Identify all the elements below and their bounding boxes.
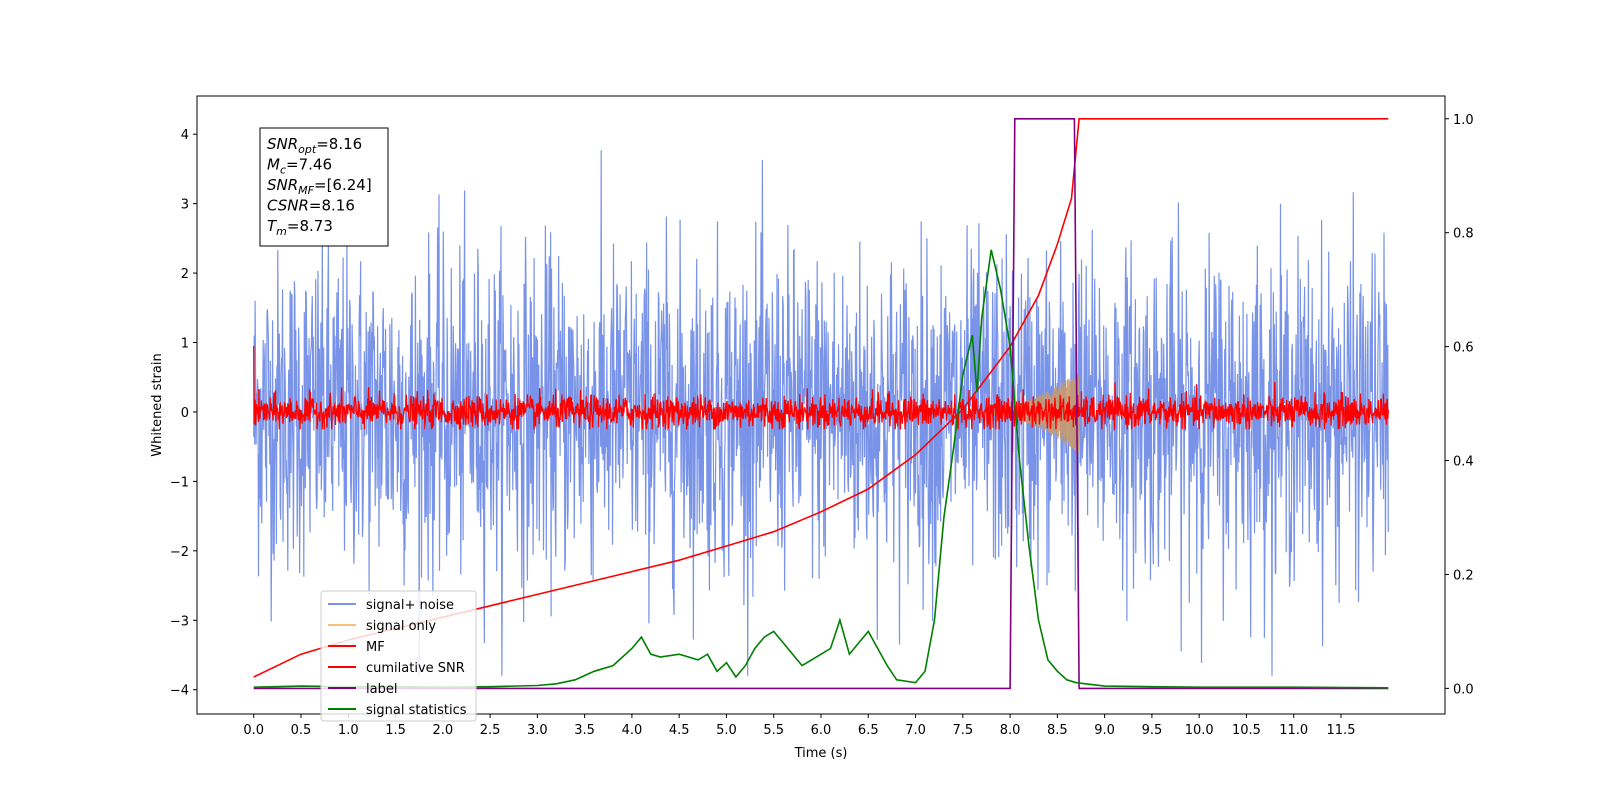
info-line: SNRopt=8.16	[267, 135, 362, 156]
series-label	[253, 118, 1389, 690]
x-tick-label: 2.5	[480, 723, 501, 738]
y-left-tick-label: −4	[170, 684, 189, 699]
legend-entry: signal+ noise	[366, 598, 454, 613]
info-symbol: SNR	[267, 176, 298, 194]
y-left-tick-label: 0	[181, 406, 189, 421]
y-left-tick-label: −2	[170, 545, 189, 560]
series-signal-noise	[253, 150, 1389, 676]
legend-entry: cumilative SNR	[366, 661, 465, 676]
y-left-tick-label: −1	[170, 475, 189, 490]
legend-entry: signal statistics	[366, 703, 467, 718]
info-box-frame	[259, 127, 389, 247]
x-tick-label: 2.0	[432, 723, 453, 738]
x-tick-label: 6.0	[811, 723, 832, 738]
x-tick-label: 10.5	[1232, 723, 1261, 738]
legend-frame	[320, 590, 477, 722]
x-tick-label: 9.0	[1094, 723, 1115, 738]
x-tick-label: 0.0	[243, 723, 264, 738]
info-subscript: opt	[298, 143, 317, 156]
y-right-tick-label: 0.8	[1453, 227, 1474, 242]
info-subscript: m	[276, 225, 287, 238]
x-tick-label: 7.0	[905, 723, 926, 738]
legend-entry: signal only	[366, 619, 436, 634]
legend-entry: label	[366, 682, 397, 697]
y-left-tick-label: 1	[181, 337, 189, 352]
x-tick-label: 8.0	[1000, 723, 1021, 738]
y-left-tick-label: 3	[181, 198, 189, 213]
info-line: SNRMF=[6.24]	[267, 176, 372, 197]
x-tick-label: 5.0	[716, 723, 737, 738]
y-axis-right: 0.0 0.2 0.4 0.6 0.8 1.0	[1445, 113, 1474, 697]
x-tick-label: 1.5	[385, 723, 406, 738]
legend: signal+ noise signal only MF cumilative SNR…	[320, 590, 477, 722]
legend-entry: MF	[366, 640, 385, 655]
info-value: =7.46	[286, 156, 332, 174]
x-tick-label: 4.5	[669, 723, 690, 738]
info-value: =8.16	[309, 197, 355, 215]
info-value: =8.73	[287, 217, 333, 235]
info-symbol: T	[267, 217, 278, 235]
info-line: Mc=7.46	[267, 156, 332, 177]
info-box: SNRopt=8.16Mc=7.46SNRMF=[6.24]CSNR=8.16T…	[259, 127, 389, 247]
y-right-tick-label: 1.0	[1453, 113, 1474, 128]
y-left-tick-label: 4	[181, 128, 189, 143]
x-tick-label: 3.5	[574, 723, 595, 738]
x-tick-label: 11.5	[1327, 723, 1356, 738]
info-value: =8.16	[316, 135, 362, 153]
x-tick-label: 5.5	[763, 723, 784, 738]
x-tick-label: 3.0	[527, 723, 548, 738]
x-tick-label: 9.5	[1142, 723, 1163, 738]
y-axis-label: Whitened strain	[150, 353, 165, 456]
info-subscript: MF	[298, 184, 314, 197]
series-mf	[253, 345, 1389, 432]
series-signal-statistics	[253, 249, 1389, 689]
x-tick-label: 7.5	[952, 723, 973, 738]
x-tick-label: 11.0	[1279, 723, 1308, 738]
y-axis-left: −4 −3 −2 −1 0 1 2 3 4	[170, 128, 197, 699]
x-tick-label: 10.0	[1185, 723, 1214, 738]
info-subscript: c	[280, 164, 286, 177]
y-right-tick-label: 0.0	[1453, 682, 1474, 697]
x-tick-label: 1.0	[338, 723, 359, 738]
x-tick-label: 8.5	[1047, 723, 1068, 738]
x-tick-label: 0.5	[291, 723, 312, 738]
info-line: CSNR=8.16	[267, 197, 355, 215]
x-tick-label: 6.5	[858, 723, 879, 738]
y-right-tick-label: 0.6	[1453, 341, 1474, 356]
info-line: Tm=8.73	[267, 217, 333, 238]
y-left-tick-label: 2	[181, 267, 189, 282]
y-right-tick-label: 0.2	[1453, 568, 1474, 583]
info-value: =[6.24]	[314, 176, 372, 194]
y-left-tick-label: −3	[170, 614, 189, 629]
x-tick-label: 4.0	[622, 723, 643, 738]
x-axis: 0.0 0.5 1.0 1.5 2.0 2.5 3.0 3.5 4.0 4.5 5.0 5.5 6.0 6…	[243, 714, 1355, 738]
info-symbol: SNR	[267, 135, 298, 153]
info-symbol: CSNR	[267, 197, 309, 215]
x-axis-label: Time (s)	[794, 746, 848, 761]
info-symbol: M	[267, 156, 280, 174]
y-right-tick-label: 0.4	[1453, 455, 1474, 470]
